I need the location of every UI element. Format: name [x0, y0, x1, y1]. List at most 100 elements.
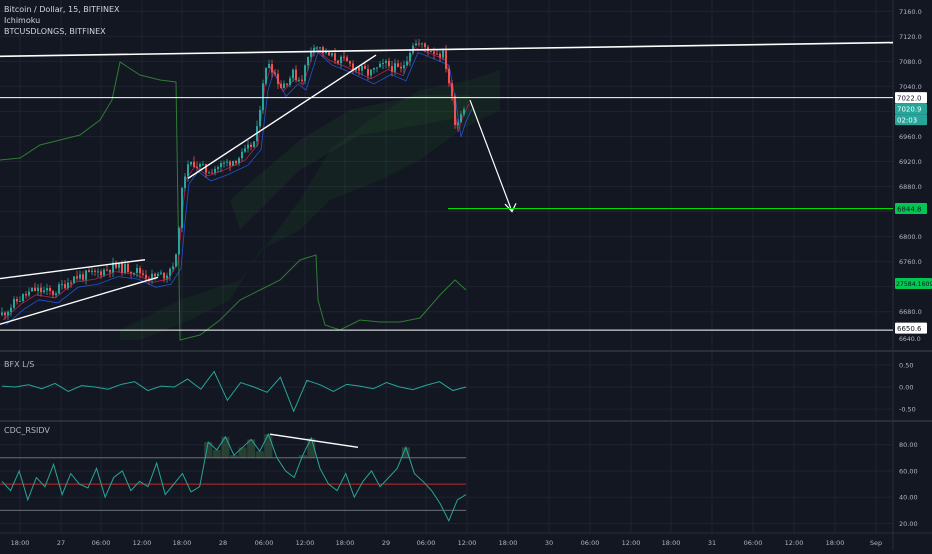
candle-body: [247, 144, 249, 149]
candle-body: [340, 56, 342, 64]
candle-body: [439, 53, 441, 58]
price-tag-support-bg: [895, 322, 927, 334]
rsi-overbought-fill: [238, 447, 247, 458]
candle-body: [190, 161, 192, 165]
kijun-line: [5, 51, 473, 326]
time-tick-label: 18:00: [662, 539, 681, 547]
candle-body: [109, 269, 111, 273]
wedge-upper-line: [0, 259, 146, 280]
candles-group: [1, 38, 465, 320]
candle-body: [139, 267, 141, 274]
rsi-overbought-fill: [247, 439, 256, 458]
rsi-tick-label: 60.00: [899, 467, 918, 475]
candle-body: [34, 287, 36, 291]
candle-body: [451, 83, 453, 97]
price-tag-countdown: 02:03: [897, 117, 917, 125]
ls-tick-label: 0.50: [899, 361, 913, 369]
candle-body: [217, 167, 219, 169]
candle-body: [115, 262, 117, 268]
candle-body: [460, 114, 462, 123]
candle-body: [160, 272, 162, 274]
rising-trendline: [187, 54, 377, 179]
candle-body: [304, 65, 306, 81]
candle-body: [163, 272, 165, 279]
candle-body: [175, 254, 177, 267]
candle-body: [448, 68, 450, 84]
candle-body: [457, 122, 459, 126]
time-tick-label: 12:00: [458, 539, 477, 547]
candle-body: [241, 151, 243, 159]
candle-body: [346, 57, 348, 62]
candle-body: [361, 65, 363, 71]
ls-tick-label: 0.00: [899, 384, 913, 392]
time-tick-label: 18:00: [826, 539, 845, 547]
time-tick-label: 27: [57, 539, 65, 547]
candle-body: [184, 176, 186, 189]
price-tag-support: 6650.6: [897, 325, 922, 333]
rsi-tick-label: 20.00: [899, 520, 918, 528]
candle-body: [118, 262, 120, 268]
rsi-tick-label: 40.00: [899, 494, 918, 502]
candle-body: [112, 262, 114, 273]
longs-legend: BTCUSDLONGS, BITFINEX: [4, 27, 106, 36]
time-tick-label: 18:00: [499, 539, 518, 547]
candle-body: [406, 61, 408, 66]
candle-body: [313, 48, 315, 52]
rsi-overbought-fill: [307, 438, 316, 458]
candle-body: [370, 69, 372, 76]
candle-body: [1, 312, 3, 315]
candle-body: [403, 65, 405, 69]
price-tag-longs-bg: [895, 278, 932, 290]
price-tag-countdown-bg: [895, 114, 927, 126]
candle-body: [292, 69, 294, 79]
time-tick-label: 18:00: [11, 539, 30, 547]
candle-body: [232, 160, 234, 166]
candle-body: [388, 60, 390, 67]
candle-body: [70, 282, 72, 284]
ls-tick-label: -0.50: [899, 406, 916, 414]
rsi-overbought-fill: [401, 447, 410, 458]
wedge-lower-line: [0, 276, 159, 325]
ls-series-line: [1, 370, 467, 413]
candle-body: [145, 274, 147, 279]
ichimoku-cloud: [120, 70, 500, 340]
candle-body: [214, 168, 216, 173]
candle-body: [55, 293, 57, 296]
projection-arrow-line: [469, 99, 513, 212]
candle-body: [85, 270, 87, 280]
price-tag-support-2: 6640.0: [899, 336, 921, 343]
candle-body: [94, 270, 96, 272]
candle-body: [364, 65, 366, 69]
candle-body: [442, 50, 444, 58]
candle-body: [52, 291, 54, 296]
candle-body: [352, 63, 354, 71]
candle-body: [130, 272, 132, 274]
candle-body: [316, 47, 318, 49]
candle-body: [259, 110, 261, 127]
candle-body: [19, 300, 21, 302]
time-tick-label: 18:00: [336, 539, 355, 547]
candle-body: [58, 284, 60, 294]
price-tag-target: 6844.8: [897, 206, 922, 214]
candle-body: [382, 63, 384, 65]
candle-body: [400, 66, 402, 69]
candle-body: [310, 51, 312, 57]
price-tag-last-bg: [895, 92, 927, 104]
candle-body: [319, 47, 321, 49]
time-tick-label: 31: [708, 539, 716, 547]
candle-body: [193, 161, 195, 167]
candle-body: [262, 83, 264, 111]
candle-body: [67, 282, 69, 289]
price-tick-label: 6880.0: [899, 183, 922, 191]
candle-body: [268, 64, 270, 69]
candle-body: [25, 293, 27, 296]
candle-body: [373, 67, 375, 70]
candle-body: [289, 78, 291, 85]
time-tick-label: 12:00: [296, 539, 315, 547]
candle-body: [376, 67, 378, 69]
candle-body: [7, 311, 9, 316]
price-tick-label: 6920.0: [899, 158, 922, 166]
candle-body: [229, 161, 231, 166]
